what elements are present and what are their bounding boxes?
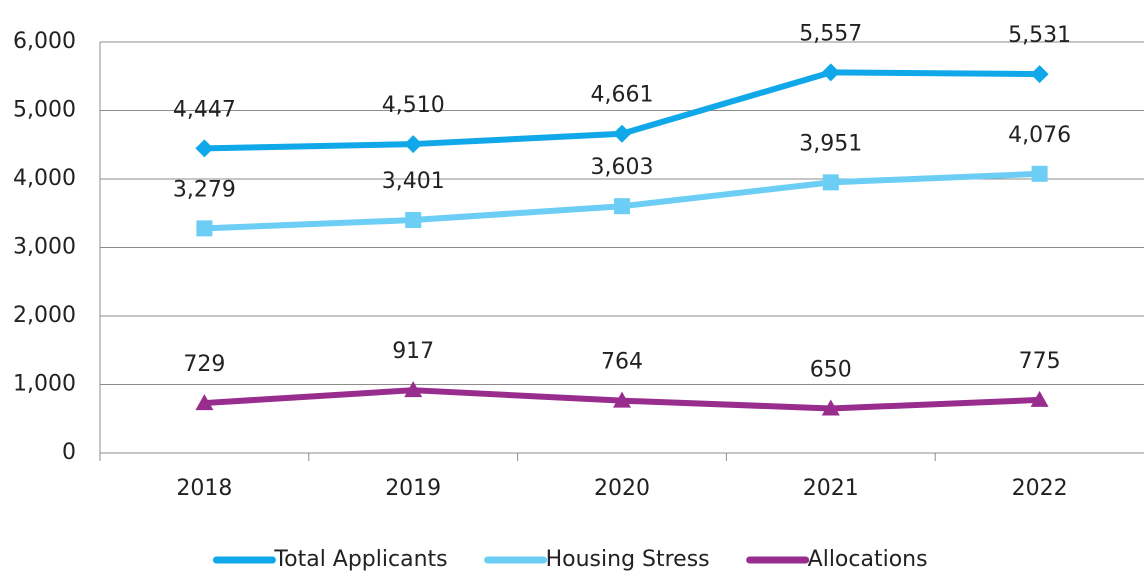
data-point <box>613 124 631 143</box>
data-label: 3,279 <box>173 177 236 202</box>
x-tick-label: 2019 <box>385 476 441 501</box>
data-point <box>821 399 840 416</box>
data-label: 4,510 <box>382 93 445 118</box>
data-point <box>404 381 423 398</box>
y-tick-label: 6,000 <box>13 29 76 54</box>
data-point <box>614 198 630 215</box>
data-point <box>195 394 214 411</box>
legend-label: Total Applicants <box>273 547 447 572</box>
x-tick-label: 2022 <box>1012 476 1068 501</box>
y-tick-label: 5,000 <box>13 98 76 123</box>
data-label: 5,531 <box>1008 23 1071 48</box>
y-tick-label: 2,000 <box>13 303 76 328</box>
data-label: 3,401 <box>382 169 445 194</box>
data-label: 3,603 <box>591 155 654 180</box>
data-point <box>1030 390 1049 407</box>
data-label: 729 <box>183 352 225 377</box>
y-tick-label: 1,000 <box>13 372 76 397</box>
data-label: 775 <box>1019 349 1061 374</box>
data-label: 650 <box>810 357 852 382</box>
data-point <box>195 139 214 158</box>
data-point <box>822 174 839 191</box>
x-tick-label: 2020 <box>594 476 650 501</box>
data-point <box>405 212 422 229</box>
y-tick-label: 4,000 <box>13 166 76 191</box>
data-label: 917 <box>392 339 434 364</box>
x-tick-label: 2018 <box>176 476 232 501</box>
data-point <box>613 391 631 408</box>
data-label: 5,557 <box>799 21 862 46</box>
data-label: 764 <box>601 350 643 375</box>
data-point <box>821 63 840 82</box>
legend-label: Housing Stress <box>546 547 710 572</box>
data-point <box>196 220 213 237</box>
data-point <box>1030 65 1049 84</box>
data-point <box>404 135 423 154</box>
y-tick-label: 3,000 <box>13 235 76 260</box>
data-label: 4,661 <box>591 83 654 108</box>
data-label: 4,447 <box>173 97 236 122</box>
y-tick-label: 0 <box>62 440 76 465</box>
data-label: 4,076 <box>1008 123 1071 148</box>
data-point <box>1031 165 1048 182</box>
data-label: 3,951 <box>799 131 862 156</box>
legend-label: Allocations <box>808 547 928 572</box>
x-tick-label: 2021 <box>803 476 859 501</box>
